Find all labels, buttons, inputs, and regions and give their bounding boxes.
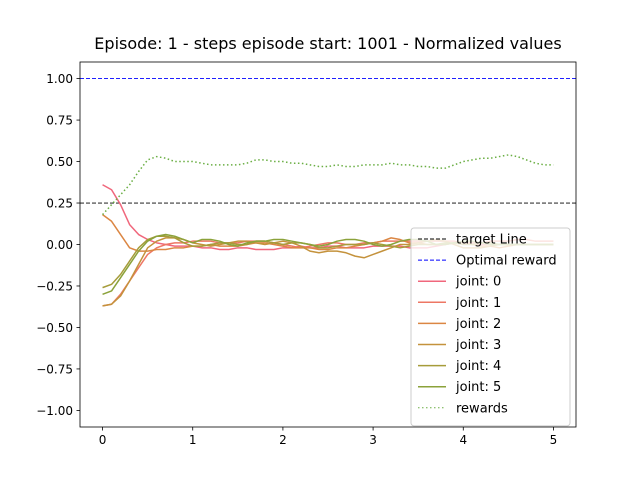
- legend-label-rewards: rewards: [456, 401, 508, 416]
- legend-label-joint-0: joint: 0: [455, 275, 501, 290]
- x-tick-label: 2: [279, 433, 287, 447]
- y-tick-label: 0.50: [46, 155, 73, 169]
- legend-label-optimal-reward: Optimal reward: [456, 254, 557, 269]
- legend-label-joint-3: joint: 3: [455, 338, 501, 353]
- axes: 0 1 2 3 4 5 1.00 0.75 0.50 0.25 0.00 −0.25 −0.50 −0.7…: [36, 61, 577, 447]
- legend-label-joint-2: joint: 2: [455, 317, 501, 332]
- y-tick-label: −1.00: [36, 404, 73, 418]
- y-tick-label: −0.50: [36, 321, 73, 335]
- y-tick-label: 0.75: [46, 114, 73, 128]
- legend: target Line Optimal reward joint: 0 joint: …: [410, 227, 571, 427]
- legend-label-joint-1: joint: 1: [455, 296, 501, 311]
- x-tick-label: 1: [189, 433, 197, 447]
- x-tick-label: 5: [550, 433, 558, 447]
- y-tick-label: 0.25: [46, 197, 73, 211]
- legend-box: [410, 227, 571, 427]
- y-tick-label: 1.00: [46, 72, 73, 86]
- legend-label-target-line: target Line: [456, 233, 527, 248]
- x-tick-label: 3: [369, 433, 377, 447]
- y-tick-label: −0.75: [36, 362, 73, 376]
- chart-title: Episode: 1 - steps episode start: 1001 -…: [94, 34, 561, 53]
- legend-label-joint-5: joint: 5: [455, 380, 501, 395]
- x-tick-label: 4: [459, 433, 467, 447]
- y-tick-label: −0.25: [36, 279, 73, 293]
- x-tick-label: 0: [99, 433, 107, 447]
- legend-label-joint-4: joint: 4: [455, 359, 501, 374]
- y-tick-label: 0.00: [46, 238, 73, 252]
